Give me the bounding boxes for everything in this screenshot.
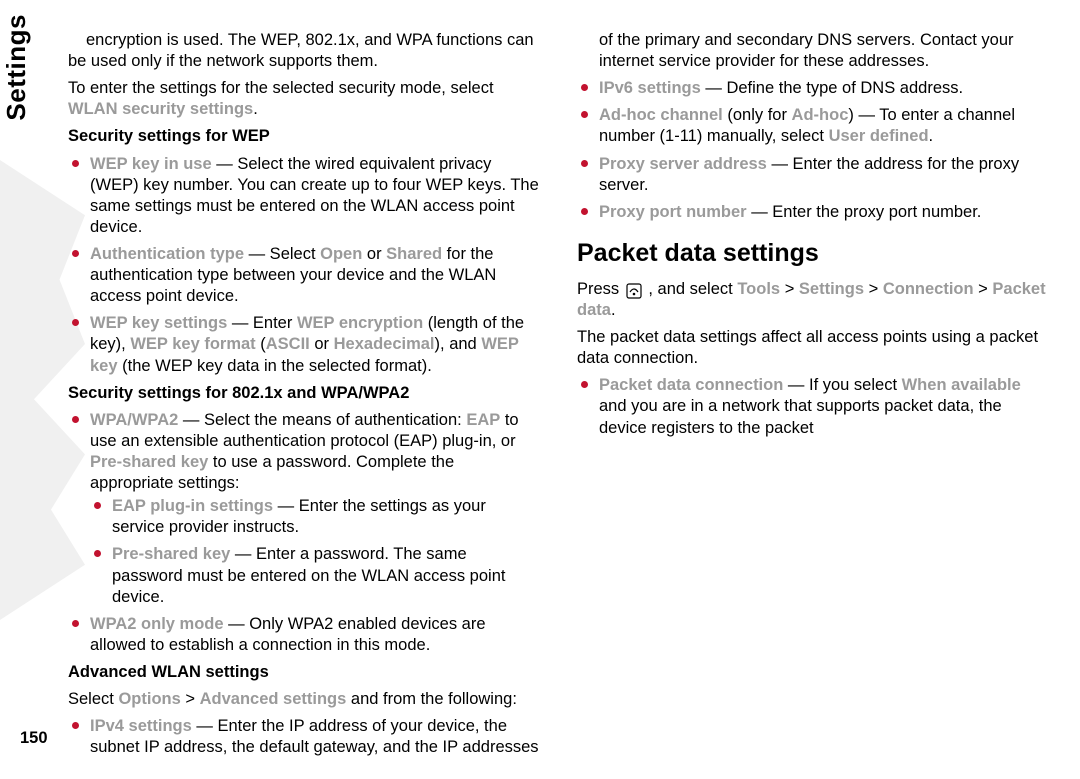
opt-pre-shared-key: Pre-shared key [112, 545, 230, 563]
opt-proxy-server-address: Proxy server address [599, 155, 767, 173]
text: and you are in a network that supports p… [599, 397, 1002, 436]
val-user-defined: User defined [829, 127, 929, 145]
text: > [780, 280, 799, 298]
opt-packet-data-connection: Packet data connection [599, 376, 783, 394]
section-label: Settings [0, 14, 65, 121]
opt-wpa-wpa2: WPA/WPA2 [90, 411, 178, 429]
text: Select [68, 690, 118, 708]
heading-advanced-wlan: Advanced WLAN settings [68, 662, 541, 683]
text: or [362, 245, 386, 263]
list-item: Proxy server address — Enter the address… [599, 154, 1050, 196]
opt-authentication-type: Authentication type [90, 245, 244, 263]
opt-wep-key-settings: WEP key settings [90, 314, 227, 332]
text: > [181, 690, 200, 708]
heading-packet-data-settings: Packet data settings [577, 237, 1050, 269]
menu-options: Options [118, 690, 180, 708]
val-wep-encryption: WEP encryption [297, 314, 423, 332]
list-item: IPv6 settings — Define the type of DNS a… [599, 78, 1050, 99]
packet-data-nav: Press , and select Tools > Settings > Co… [577, 279, 1050, 321]
text: (only for [723, 106, 792, 124]
list-item: Authentication type — Select Open or Sha… [90, 244, 541, 307]
text: > [864, 280, 883, 298]
menu-advanced-settings: Advanced settings [200, 690, 347, 708]
menu-tools: Tools [737, 280, 780, 298]
val-ascii: ASCII [266, 335, 310, 353]
val-shared: Shared [386, 245, 442, 263]
menu-connection: Connection [883, 280, 974, 298]
list-item: Ad-hoc channel (only for Ad-hoc) — To en… [599, 105, 1050, 147]
list-item: Pre-shared key — Enter a password. The s… [112, 544, 541, 607]
opt-wep-key-in-use: WEP key in use [90, 155, 212, 173]
text: and from the following: [346, 690, 517, 708]
val-when-available: When available [902, 376, 1021, 394]
wpa2-list: WPA2 only mode — Only WPA2 enabled devic… [68, 614, 541, 656]
val-open: Open [320, 245, 362, 263]
page-number: 150 [20, 728, 48, 749]
packet-data-desc: The packet data settings affect all acce… [577, 327, 1050, 369]
val-eap: EAP [466, 411, 500, 429]
content-columns: encryption is used. The WEP, 802.1x, and… [68, 30, 1050, 770]
text: — Enter [227, 314, 297, 332]
menu-wlan-security-settings: WLAN security settings [68, 100, 253, 118]
manual-page: Settings 150 encryption is used. The WEP… [0, 0, 1080, 779]
text: To enter the settings for the selected s… [68, 79, 494, 97]
wep-list: WEP key in use — Select the wired equiva… [68, 154, 541, 377]
text: ( [256, 335, 266, 353]
text: — Select the means of authentication: [178, 411, 466, 429]
list-item: WPA2 only mode — Only WPA2 enabled devic… [90, 614, 541, 656]
intro-paragraph-1: encryption is used. The WEP, 802.1x, and… [68, 30, 541, 72]
intro-paragraph-2: To enter the settings for the selected s… [68, 78, 541, 120]
text: — Select [244, 245, 320, 263]
menu-settings: Settings [799, 280, 864, 298]
list-item: WEP key settings — Enter WEP encryption … [90, 313, 541, 376]
text: Press [577, 280, 624, 298]
list-item: Proxy port number — Enter the proxy port… [599, 202, 1050, 223]
text: , and select [644, 280, 738, 298]
packet-data-list: Packet data connection — If you select W… [577, 375, 1050, 438]
heading-wep: Security settings for WEP [68, 126, 541, 147]
text: — If you select [783, 376, 901, 394]
list-item: Packet data connection — If you select W… [599, 375, 1050, 438]
opt-adhoc-channel: Ad-hoc channel [599, 106, 723, 124]
text: or [310, 335, 334, 353]
opt-proxy-port-number: Proxy port number [599, 203, 747, 221]
menu-key-icon [626, 283, 642, 299]
text: . [929, 127, 934, 145]
opt-ipv4-settings: IPv4 settings [90, 717, 192, 735]
opt-ipv6-settings: IPv6 settings [599, 79, 701, 97]
text: — Define the type of DNS address. [701, 79, 963, 97]
text: — Enter the proxy port number. [747, 203, 982, 221]
text: . [611, 301, 616, 319]
list-item: WEP key in use — Select the wired equiva… [90, 154, 541, 238]
val-adhoc: Ad-hoc [792, 106, 849, 124]
val-wep-key-format: WEP key format [130, 335, 255, 353]
text: . [253, 100, 258, 118]
val-hexadecimal: Hexadecimal [334, 335, 435, 353]
opt-wpa2-only-mode: WPA2 only mode [90, 615, 224, 633]
heading-wpa: Security settings for 802.1x and WPA/WPA… [68, 383, 541, 404]
text: (the WEP key data in the selected format… [118, 357, 432, 375]
wpa-sub-list: EAP plug-in settings — Enter the setting… [90, 496, 541, 608]
list-item: WPA/WPA2 — Select the means of authentic… [90, 410, 541, 608]
text: > [974, 280, 993, 298]
advanced-intro: Select Options > Advanced settings and f… [68, 689, 541, 710]
opt-eap-plugin-settings: EAP plug-in settings [112, 497, 273, 515]
val-pre-shared-key: Pre-shared key [90, 453, 208, 471]
wpa-list: WPA/WPA2 — Select the means of authentic… [68, 410, 541, 608]
text: ), and [435, 335, 482, 353]
list-item: EAP plug-in settings — Enter the setting… [112, 496, 541, 538]
